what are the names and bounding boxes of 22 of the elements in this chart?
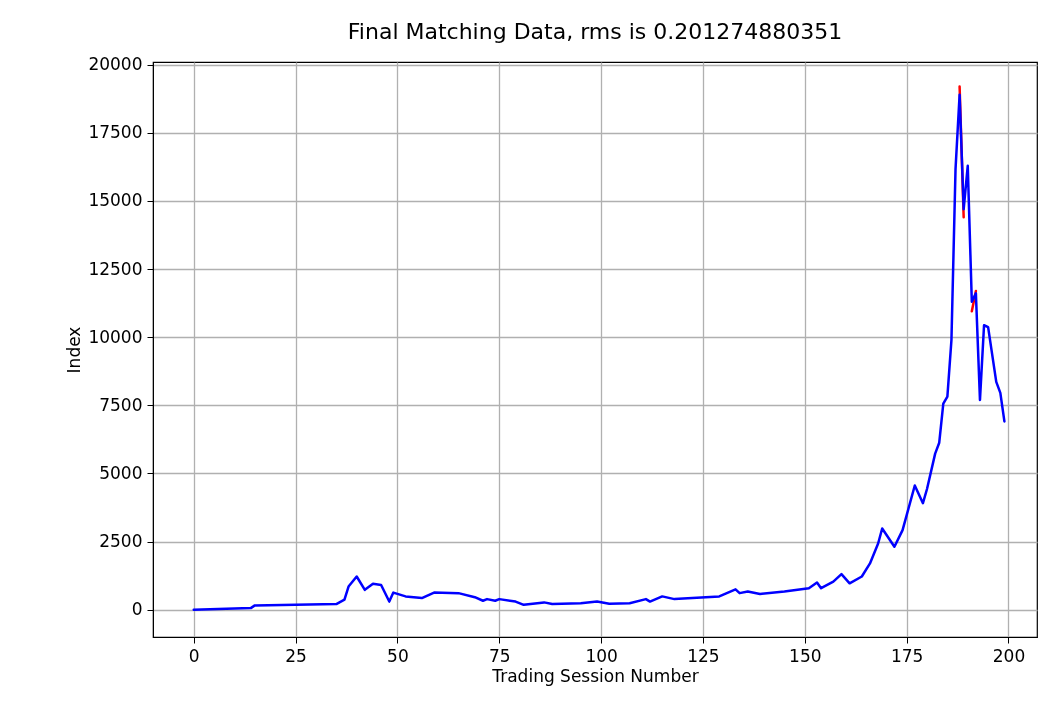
y-tick-label: 2500 <box>99 531 143 552</box>
x-tick-label: 150 <box>789 645 822 666</box>
y-tick-label: 15000 <box>88 190 143 211</box>
y-axis-title: Index <box>64 326 85 374</box>
x-tick-label: 175 <box>890 645 924 666</box>
x-tick-label: 75 <box>488 645 511 666</box>
y-tick-label: 7500 <box>99 394 143 415</box>
x-tick-label: 50 <box>387 645 409 666</box>
x-axis-title: Trading Session Number <box>491 665 699 686</box>
y-tick-label: 0 <box>131 599 143 620</box>
x-tick-label: 0 <box>188 645 200 666</box>
chart-title: Final Matching Data, rms is 0.201274880351 <box>347 18 843 44</box>
x-tick-label: 25 <box>285 645 307 666</box>
y-tick-label: 12500 <box>88 258 143 279</box>
y-tick-label: 5000 <box>99 462 143 483</box>
x-tick-label: 100 <box>585 645 618 666</box>
y-tick-label: 10000 <box>88 326 143 347</box>
line-series <box>192 93 1006 611</box>
y-tick-label: 17500 <box>88 122 143 143</box>
x-tick-label: 200 <box>992 645 1026 666</box>
y-tick-label: 20000 <box>88 54 143 75</box>
x-tick-label: 125 <box>687 645 720 666</box>
